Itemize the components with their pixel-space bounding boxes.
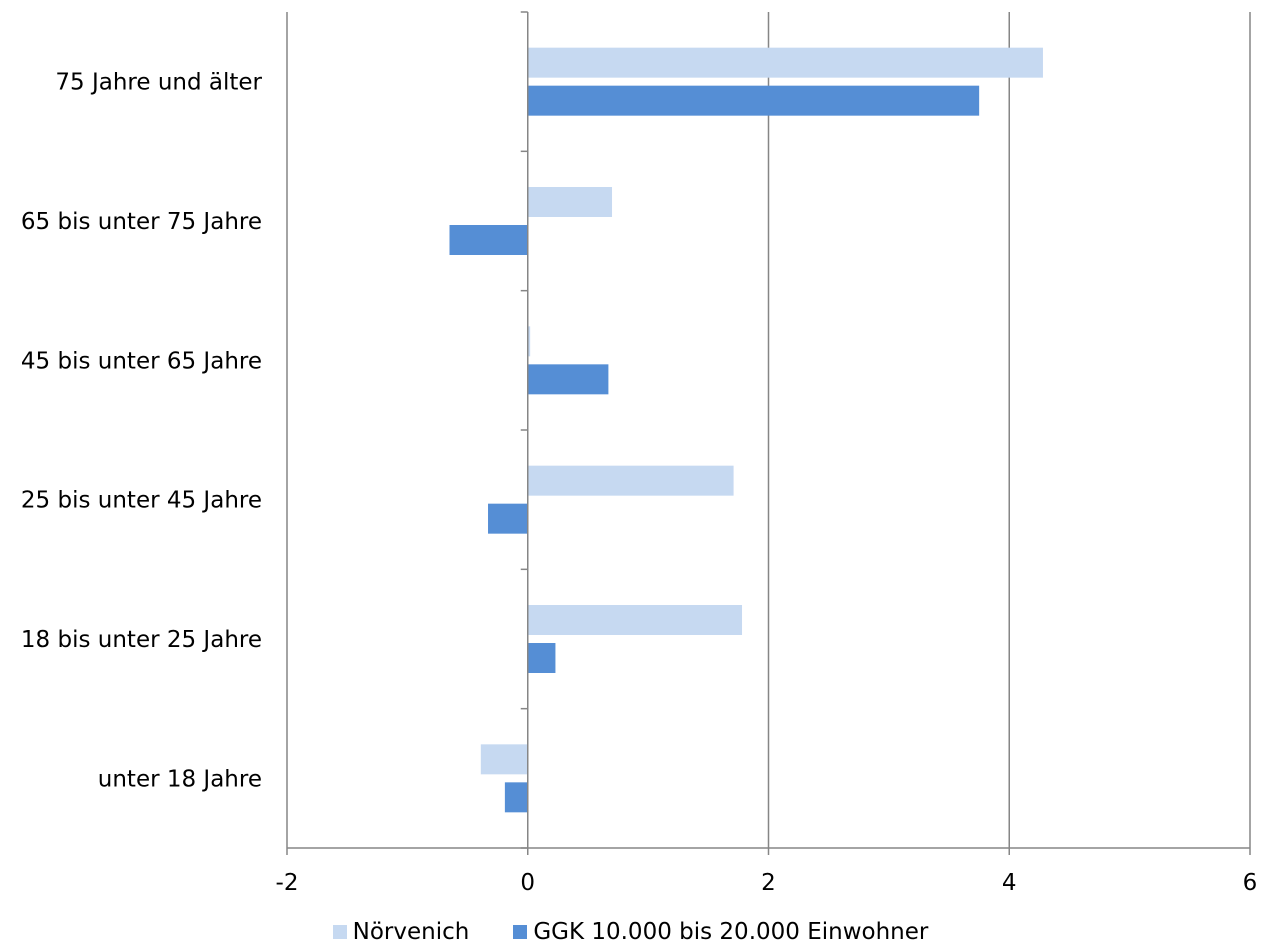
category-label-3: 25 bis unter 45 Jahre: [21, 488, 262, 514]
x-tick-label-3: 4: [1002, 870, 1017, 896]
legend-swatch-ggk: [513, 925, 528, 939]
category-labels: 75 Jahre und älter 65 bis unter 75 Jahre 4…: [21, 70, 263, 793]
legend-label-noervenich: Nörvenich: [352, 919, 470, 945]
bar-series1-cat0: [527, 85, 980, 116]
legend-label-ggk: GGK 10.000 bis 20.000 Einwohner: [533, 919, 929, 945]
bar-series0-cat3: [527, 465, 734, 496]
bar-series0-cat1: [527, 187, 613, 217]
category-label-2: 45 bis unter 65 Jahre: [21, 348, 262, 374]
bar-series0-cat2: [527, 326, 531, 357]
x-tick-label-1: 0: [520, 870, 535, 896]
bar-series1-cat5: [504, 782, 528, 813]
category-label-1: 65 bis unter 75 Jahre: [21, 209, 262, 235]
bar-series0-cat0: [527, 47, 1043, 78]
x-tick-label-0: -2: [276, 870, 299, 896]
tick-labels: -2 0 2 4 6: [276, 870, 1258, 896]
bar-series1-cat3: [488, 503, 528, 534]
bar-series1-cat4: [527, 643, 556, 673]
category-label-0: 75 Jahre und älter: [55, 70, 262, 96]
legend-swatch-noervenich: [332, 925, 347, 939]
category-label-5: unter 18 Jahre: [98, 766, 262, 792]
bar-chart: 75 Jahre und älter 65 bis unter 75 Jahre 4…: [21, 11, 1258, 896]
legend-item-ggk: GGK 10.000 bis 20.000 Einwohner: [513, 919, 928, 945]
bar-series0-cat5: [480, 744, 528, 775]
legend: Nörvenich GGK 10.000 bis 20.000 Einwohne…: [0, 917, 1261, 947]
axes: [286, 11, 1251, 855]
bar-series1-cat1: [449, 225, 528, 255]
gridlines: [286, 12, 1251, 848]
bars: [449, 47, 1043, 813]
x-tick-label-4: 6: [1243, 870, 1258, 896]
x-tick-label-2: 2: [761, 870, 776, 896]
legend-item-noervenich: Nörvenich: [332, 919, 470, 945]
bar-series0-cat4: [527, 605, 743, 635]
category-label-4: 18 bis unter 25 Jahre: [21, 627, 262, 653]
bar-series1-cat2: [527, 364, 609, 395]
